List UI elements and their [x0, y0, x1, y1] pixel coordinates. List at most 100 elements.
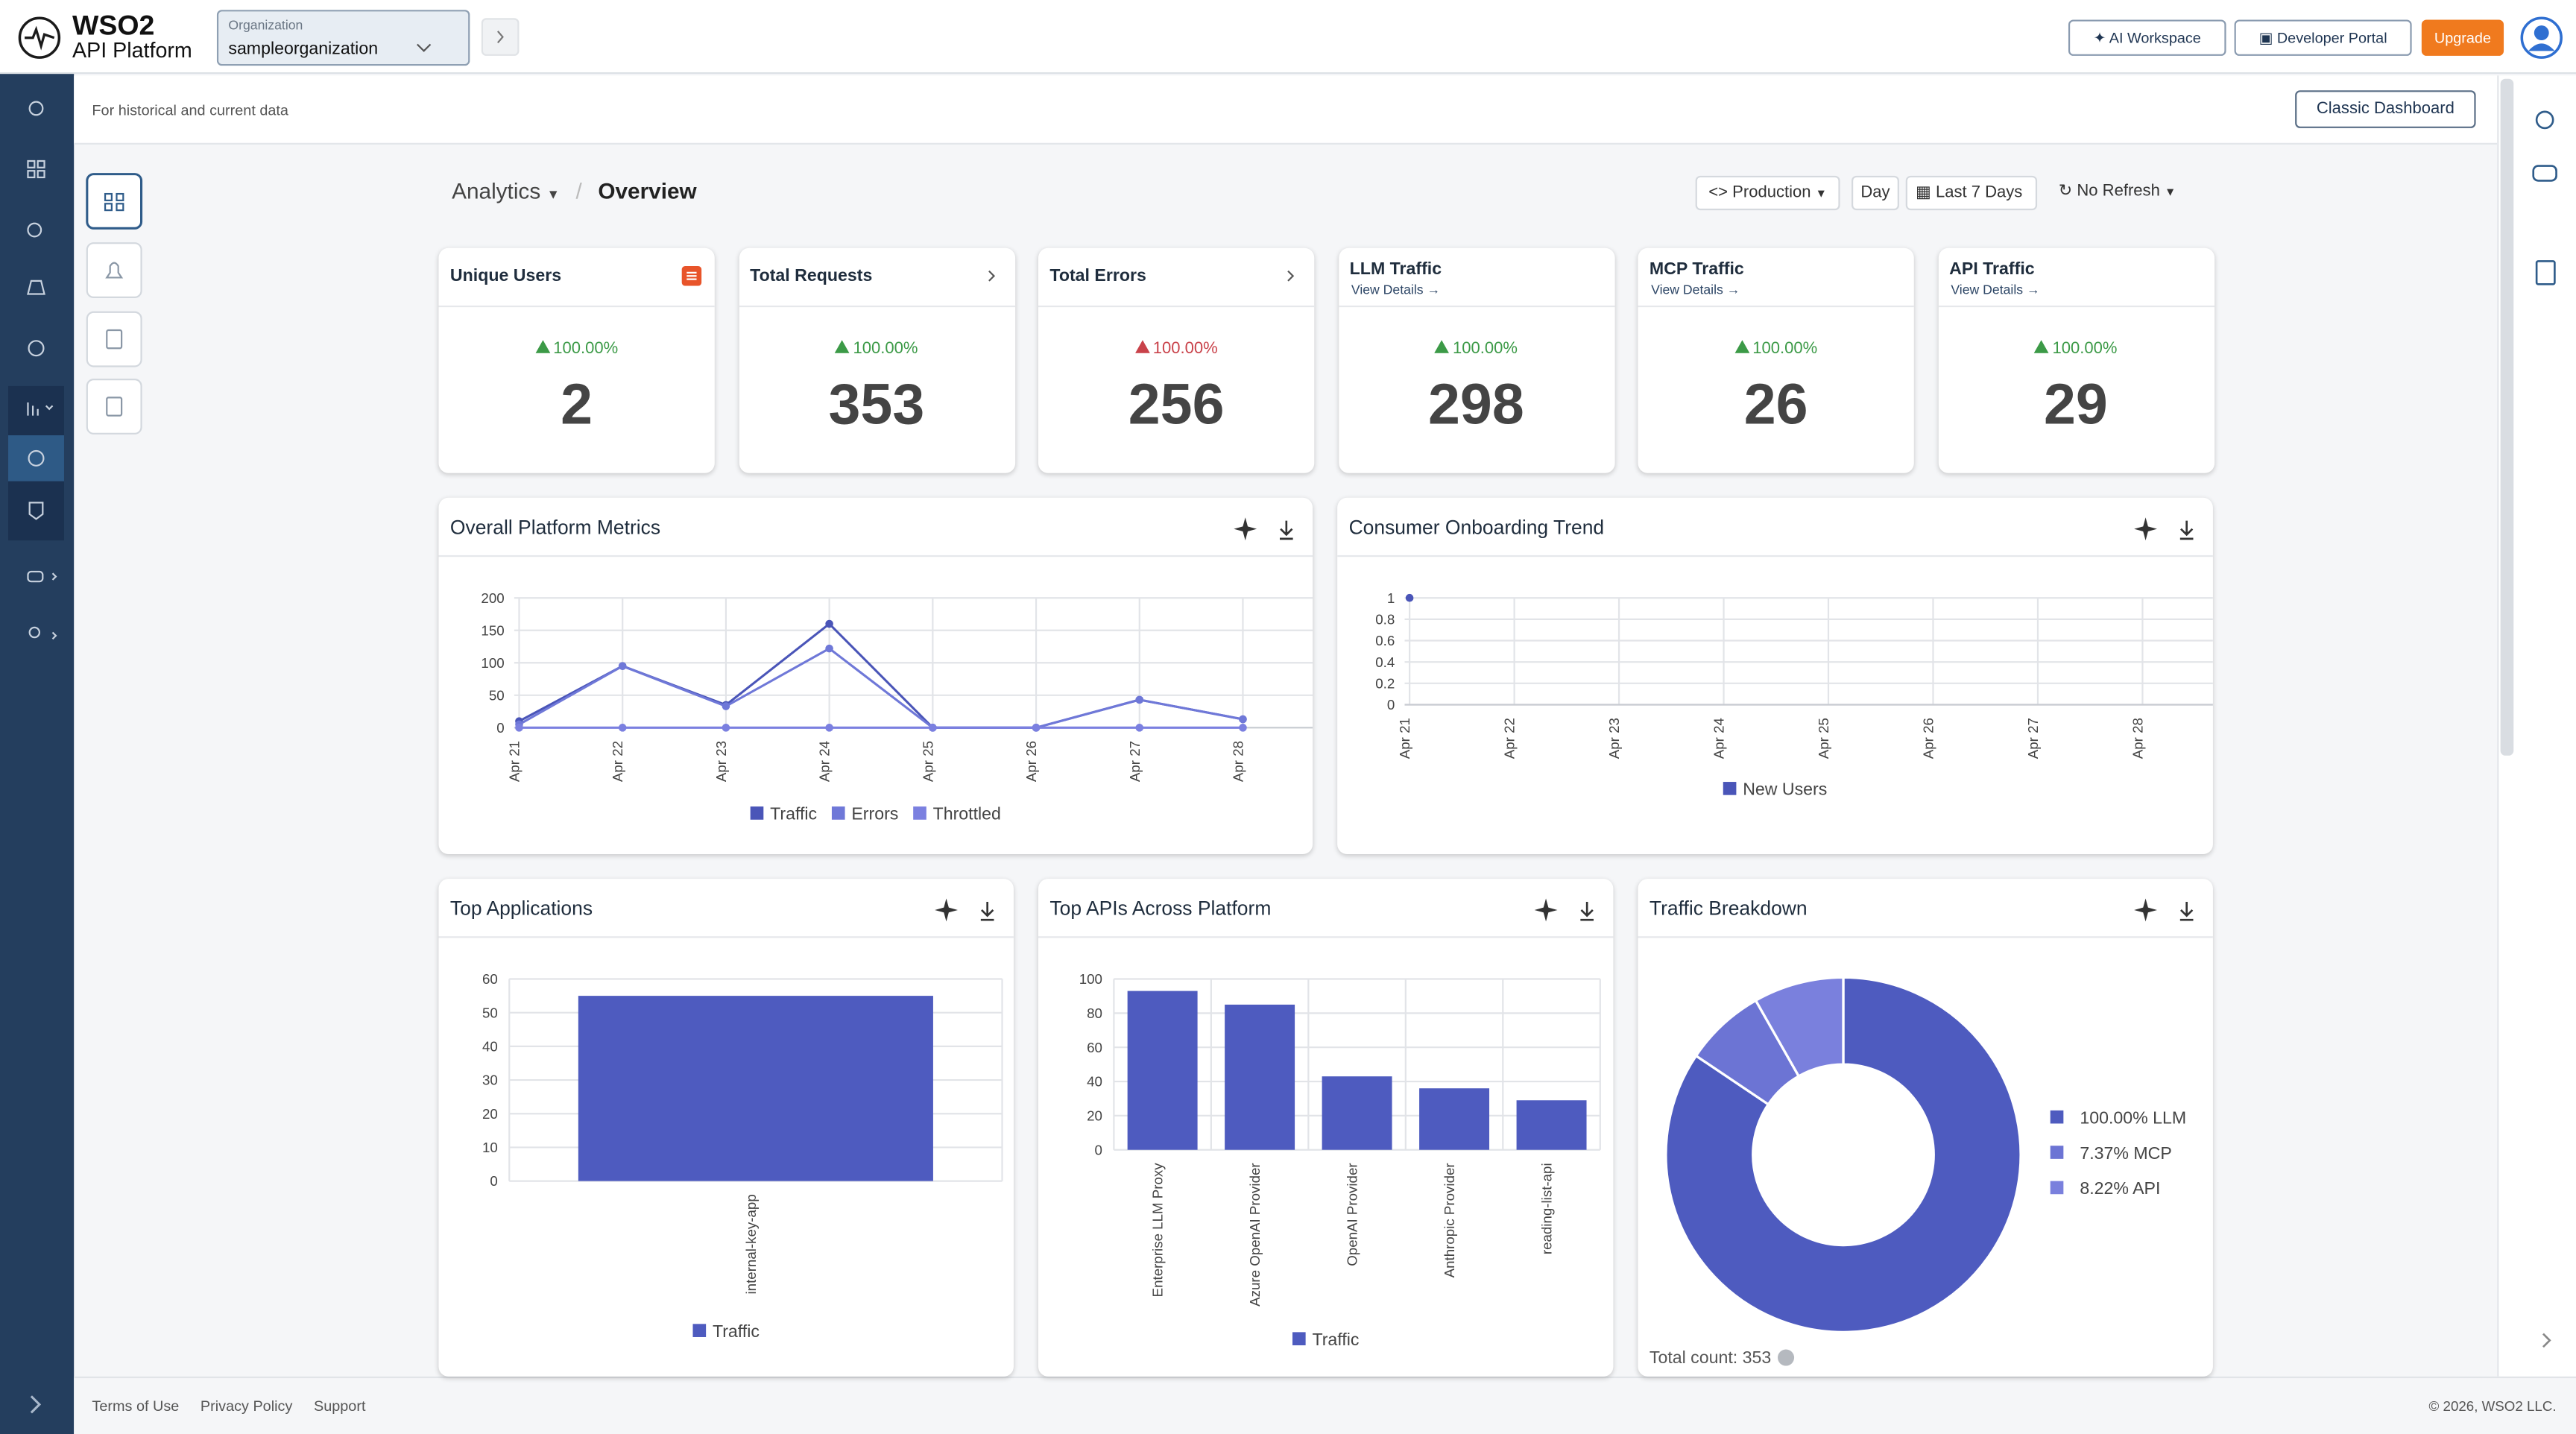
kpi-card: MCP Traffic View Details → 100.00% 26	[1638, 247, 1914, 473]
button-label: Developer Portal	[2276, 29, 2387, 46]
kpi-change-text: 100.00%	[853, 340, 918, 358]
refresh-filter[interactable]: ↻ No Refresh ▼	[2058, 182, 2176, 200]
slice	[1664, 976, 2022, 1333]
x-tick-label: Apr 22	[610, 741, 625, 782]
ai-icon[interactable]	[1534, 898, 1558, 922]
upgrade-button[interactable]: Upgrade	[2421, 19, 2504, 56]
kpi-card: API Traffic View Details → 100.00% 29	[1937, 247, 2214, 473]
product: API Platform	[72, 37, 192, 63]
point	[722, 702, 730, 710]
bar	[1127, 991, 1198, 1150]
chevron	[497, 31, 504, 44]
brand: WSO2	[72, 10, 155, 42]
granularity-filter[interactable]: Day	[1852, 175, 1899, 211]
kpi-title: MCP Traffic	[1649, 259, 1744, 279]
ai-workspace-button[interactable]: ✦ AI Workspace	[2068, 19, 2226, 56]
env-filter[interactable]: <> Production ▼	[1695, 175, 1840, 211]
ai-icon[interactable]	[2134, 898, 2157, 922]
triangle	[1134, 340, 1150, 353]
legend-label: 7.37% MCP	[2080, 1143, 2171, 1163]
footer-link[interactable]: Privacy Policy	[200, 1397, 293, 1415]
legend-item: Traffic	[692, 1321, 760, 1341]
legend-item: Throttled	[913, 804, 1001, 824]
kpi-change: 100.00%	[1338, 340, 1614, 358]
kpi-value: 26	[1743, 373, 1808, 438]
logo	[18, 16, 61, 59]
chevron	[987, 270, 994, 282]
y-tick-label: 150	[481, 622, 504, 638]
help-icon	[1778, 1349, 1795, 1366]
legend-swatch	[1292, 1332, 1306, 1345]
download-icon[interactable]	[2179, 901, 2194, 921]
download-icon[interactable]	[1580, 901, 1594, 921]
icon-lines	[686, 271, 697, 280]
kpi-link[interactable]: View Details →	[1651, 282, 1740, 297]
copyright: © 2026, WSO2 LLC.	[2428, 1397, 2557, 1415]
kpi-header: Total Requests	[738, 248, 1015, 308]
y-tick-label: 0.8	[1375, 611, 1395, 627]
ai-icon[interactable]	[2134, 517, 2157, 541]
range-filter[interactable]: ▦ Last 7 Days	[1905, 175, 2038, 211]
triangle	[2034, 340, 2050, 353]
breadcrumb-item[interactable]: Analytics	[452, 179, 541, 204]
avatar[interactable]	[2520, 16, 2563, 59]
ai-icon[interactable]	[1234, 517, 1257, 541]
kpi-value: 353	[828, 373, 925, 438]
x-tick-label: Apr 25	[1816, 718, 1831, 759]
y-tick-label: 40	[482, 1038, 498, 1054]
y-tick-label: 200	[481, 590, 504, 606]
kpi-card: Total Requests 100.00% 353	[738, 247, 1015, 473]
kpi-value: 298	[1428, 373, 1524, 438]
x-tick-label: Apr 27	[2025, 718, 2041, 759]
org-select[interactable]: Organization sampleorganization	[216, 10, 470, 66]
x-tick-label: Apr 21	[1397, 718, 1412, 759]
developer-portal-button[interactable]: ▣ Developer Portal	[2234, 19, 2412, 56]
legend-label: 100.00% LLM	[2080, 1108, 2186, 1127]
ai-icon[interactable]	[935, 898, 958, 922]
chart: 0 10 20 30 40 50 60 internal-key-app Traffic	[482, 971, 1003, 1341]
y-tick-label: 20	[482, 1106, 498, 1122]
x-tick-label: Apr 22	[1502, 718, 1518, 759]
kpi-card: LLM Traffic View Details → 100.00% 298	[1338, 247, 1614, 473]
x-tick-label: reading-list-api	[1539, 1163, 1555, 1254]
legend-label: Traffic	[1312, 1330, 1359, 1349]
download-icon[interactable]	[1279, 520, 1293, 540]
y-tick-label: 30	[482, 1073, 498, 1088]
trend-arrow	[1134, 340, 1150, 353]
footer-link[interactable]: Terms of Use	[92, 1397, 180, 1415]
chart-card: Top Applications 0 10 20 30 40 50 60 internal-ke…	[438, 879, 1014, 1377]
x-tick-label: Apr 24	[1711, 718, 1727, 759]
kpi-header: Unique Users	[438, 248, 715, 308]
y-tick-label: 40	[1087, 1074, 1102, 1090]
y-tick-label: 100	[1079, 971, 1102, 987]
chevron	[417, 43, 432, 52]
total-count: Total count: 353	[1650, 1348, 1771, 1367]
kpi-chevron	[1287, 270, 1295, 282]
point	[1032, 724, 1041, 732]
x-tick-label: internal-key-app	[743, 1194, 759, 1294]
y-tick-label: 0	[1095, 1142, 1102, 1157]
legend-swatch	[913, 806, 926, 820]
trend-arrow	[2034, 340, 2050, 353]
triangle	[835, 340, 850, 353]
kpi-link[interactable]: View Details →	[1351, 282, 1441, 297]
kpi-change-text: 100.00%	[1452, 340, 1518, 358]
legend-label: New Users	[1743, 780, 1827, 799]
chart: 0 50 100 150 200 Apr 21 Apr 22 Apr 23 Apr 24 Apr …	[481, 590, 1313, 824]
download-icon[interactable]	[980, 901, 994, 921]
footer-link[interactable]: Support	[313, 1397, 366, 1415]
classic-dashboard-button[interactable]: Classic Dashboard	[2295, 90, 2476, 128]
chart-title: Traffic Breakdown	[1649, 897, 1808, 920]
breadcrumb-current: Overview	[598, 179, 697, 204]
kpi-header: MCP Traffic View Details →	[1638, 248, 1914, 308]
kpi-value: 2	[561, 373, 593, 438]
kpi-link[interactable]: View Details →	[1951, 282, 2040, 297]
sub-header: For historical and current data Classic …	[74, 75, 2498, 145]
y-tick-label: 20	[1087, 1108, 1102, 1124]
org-next[interactable]	[481, 18, 520, 56]
chart-actions	[1234, 517, 1293, 541]
y-tick-label: 60	[1087, 1040, 1102, 1055]
x-tick-label: Apr 24	[817, 741, 833, 782]
download-icon[interactable]	[2179, 520, 2194, 540]
point	[1135, 724, 1144, 732]
